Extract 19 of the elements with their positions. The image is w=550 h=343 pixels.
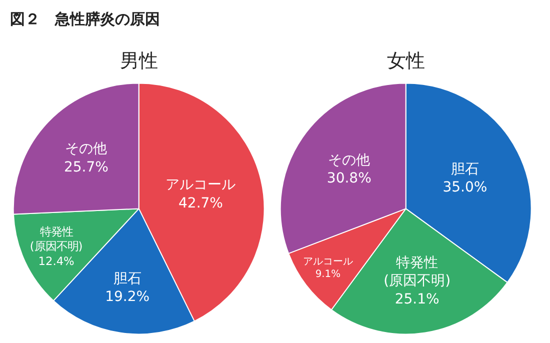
slice-label: 特発性 (原因不明) — [384, 255, 451, 290]
data-label: 25.7% — [64, 159, 108, 176]
data-label: 25.1% — [394, 291, 440, 308]
slice-label: その他 — [65, 141, 108, 158]
data-label: 42.7% — [178, 195, 223, 212]
slice-label: その他 — [328, 152, 370, 169]
data-label: 30.8% — [326, 170, 372, 187]
data-label: 9.1% — [315, 269, 341, 280]
slice-label: 特発性 (原因不明) — [30, 224, 83, 254]
data-label: 12.4% — [38, 254, 75, 268]
data-label: 35.0% — [442, 180, 488, 196]
chart-title: 男性 — [120, 50, 158, 72]
slice-label: 胆石 — [113, 270, 142, 287]
slice-label: 胆石 — [450, 161, 479, 178]
data-label: 19.2% — [105, 289, 150, 306]
slice-label: アルコール — [166, 177, 236, 194]
caption: 図２ 急性膵炎の原因 — [10, 10, 160, 28]
slice-label: アルコール — [302, 256, 353, 268]
chart-title: 女性 — [387, 50, 425, 72]
